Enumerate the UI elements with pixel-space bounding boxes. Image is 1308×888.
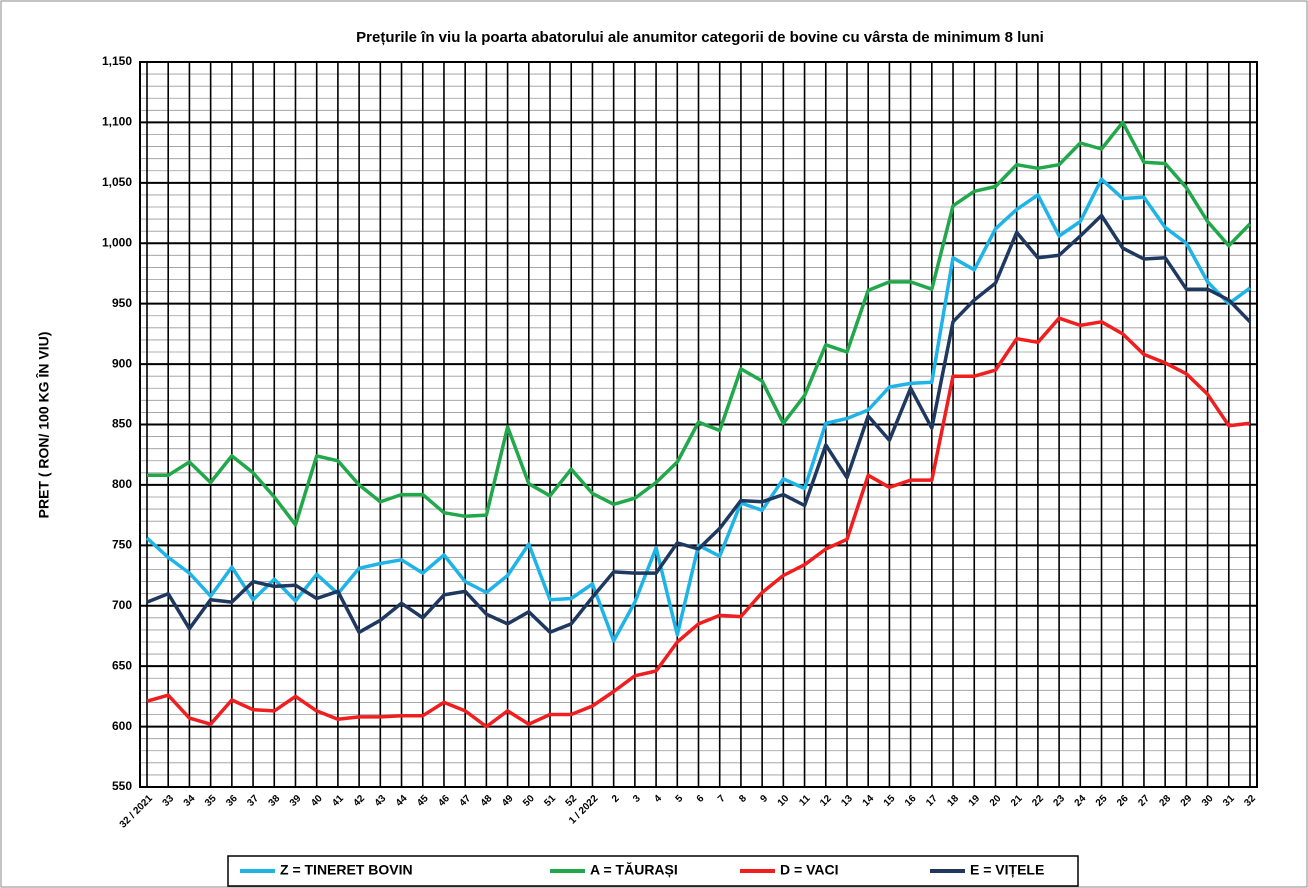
y-tick-label: 950 (112, 296, 132, 310)
y-tick-label: 850 (112, 417, 132, 431)
y-tick-label: 650 (112, 658, 132, 672)
y-tick-label: 550 (112, 779, 132, 793)
series-line (146, 316, 1251, 729)
y-tick-label: 1,150 (102, 54, 132, 68)
plot-border (139, 61, 1258, 788)
y-tick-label: 700 (112, 598, 132, 612)
y-tick-label: 1,050 (102, 175, 132, 189)
y-tick-label: 900 (112, 356, 132, 370)
y-tick-label: 1,100 (102, 115, 132, 129)
series-line (146, 213, 1252, 635)
series-line (145, 177, 1252, 643)
legend-label: Z = TINERET BOVIN (280, 862, 413, 878)
y-axis-label: PRET ( RON/ 100 KG ÎN VIU) (35, 332, 52, 519)
y-tick-label: 600 (112, 719, 132, 733)
legend-label: A = TĂURAȘI (590, 862, 678, 878)
series-line (147, 120, 1252, 527)
legend-label: D = VACI (780, 862, 838, 878)
y-tick-label: 1,000 (102, 235, 132, 249)
y-tick-label: 800 (112, 477, 132, 491)
legend-label: E = VIȚELE (970, 862, 1044, 878)
chart-title: Prețurile în viu la poarta abatorului al… (356, 29, 1044, 46)
y-tick-label: 750 (112, 538, 132, 552)
